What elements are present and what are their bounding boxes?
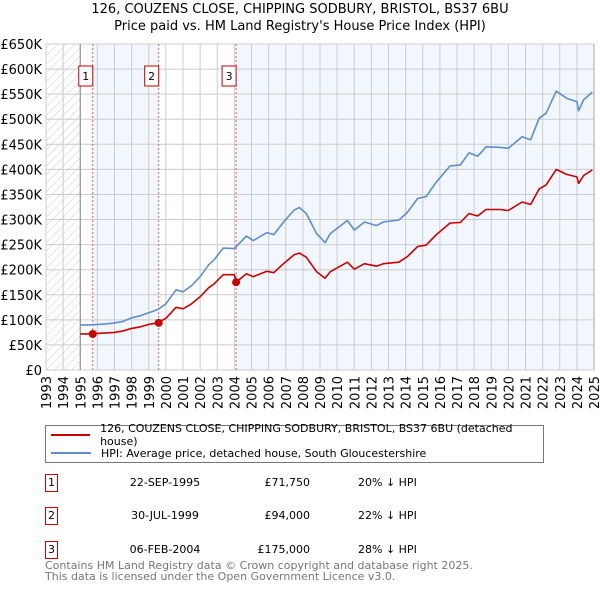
x-tick-label: 2008	[297, 376, 312, 409]
x-tick-label: 2023	[554, 376, 569, 409]
sale-date: 30-JUL-1999	[131, 509, 199, 522]
sale-price: £94,000	[264, 509, 311, 522]
sale-label-number: 1	[82, 70, 89, 83]
sale-row: 3 06-FEB-2004 £175,000 28% ↓ HPI	[45, 541, 445, 559]
footer-line-1: Contains HM Land Registry data © Crown c…	[45, 559, 473, 572]
y-tick-label: £450K	[0, 138, 42, 153]
x-tick-label: 1998	[126, 376, 141, 409]
legend-item-hpi: HPI: Average price, detached house, Sout…	[46, 444, 426, 462]
x-tick-label: 2001	[177, 376, 192, 409]
x-tick-label: 2000	[160, 376, 175, 409]
price-chart: £0 £50K £100K £150K £200K £250K £300K £350K £400…	[0, 38, 600, 409]
x-tick-label: 2004	[228, 376, 243, 409]
y-tick-label: £600K	[0, 63, 42, 78]
y-tick-label: £200K	[0, 264, 42, 279]
y-tick-label: £400K	[0, 163, 42, 178]
x-tick-label: 2019	[485, 376, 500, 409]
x-tick-label: 2003	[211, 376, 226, 409]
footer-attribution: Contains HM Land Registry data © Crown c…	[45, 560, 473, 582]
x-tick-label: 2013	[383, 376, 398, 409]
sale-label-number: 2	[148, 70, 155, 83]
y-tick-label: £550K	[0, 88, 42, 103]
x-tick-label: 2005	[246, 376, 261, 409]
chart-title: 126, COUZENS CLOSE, CHIPPING SODBURY, BR…	[91, 2, 509, 17]
x-tick-label: 2022	[537, 376, 552, 409]
x-tick-label: 2010	[331, 376, 346, 409]
x-tick-label: 2016	[434, 376, 449, 409]
sale-label-box	[78, 65, 94, 87]
x-tick-label: 1996	[91, 376, 106, 409]
legend-label-property: 126, COUZENS CLOSE, CHIPPING SODBURY, BR…	[100, 422, 513, 448]
y-tick-label: £150K	[0, 289, 42, 304]
shaded-period	[236, 44, 594, 370]
x-tick-label: 2015	[417, 376, 432, 409]
legend-swatch-hpi	[51, 452, 91, 454]
x-tick-label: 2002	[194, 376, 209, 409]
sale-row: 1 22-SEP-1995 £71,750 20% ↓ HPI	[45, 474, 445, 492]
shaded-period	[92, 44, 159, 370]
x-tick-label: 1995	[74, 376, 89, 409]
sale-point	[232, 278, 241, 287]
x-tick-label: 1994	[57, 376, 72, 409]
x-tick-label: 2017	[451, 376, 466, 409]
sale-label-number: 3	[226, 70, 233, 83]
legend-swatch-property	[51, 434, 91, 436]
x-tick-label: 1999	[143, 376, 158, 409]
x-tick-label: 2009	[314, 376, 329, 409]
footer-line-2: This data is licensed under the Open Gov…	[45, 570, 396, 583]
x-tick-label: 1997	[109, 376, 124, 409]
sale-price: £71,750	[264, 476, 311, 489]
chart-subtitle: Price paid vs. HM Land Registry's House …	[114, 19, 486, 34]
x-tick-label: 2020	[502, 376, 517, 409]
y-tick-label: £350K	[0, 188, 42, 203]
x-tick-label: 2021	[520, 376, 535, 409]
sale-number-badge: 3	[45, 541, 58, 559]
y-tick-label: £500K	[0, 113, 42, 128]
y-tick-label: £300K	[0, 214, 42, 229]
y-tick-label: £650K	[0, 38, 42, 53]
x-tick-label: 2006	[263, 376, 278, 409]
legend: 126, COUZENS CLOSE, CHIPPING SODBURY, BR…	[45, 422, 544, 463]
y-tick-label: £250K	[0, 239, 42, 254]
x-tick-label: 2011	[348, 376, 363, 409]
sale-point	[88, 330, 97, 339]
sale-hpi-diff: 22% ↓ HPI	[358, 509, 417, 522]
x-tick-label: 2012	[365, 376, 380, 409]
y-tick-label: £0	[25, 364, 42, 379]
x-tick-label: 2024	[571, 376, 586, 409]
sale-label-box	[144, 65, 160, 87]
hpi-line	[80, 90, 593, 326]
x-tick-label: 2014	[400, 376, 415, 409]
x-tick-label: 2018	[468, 376, 483, 409]
sale-price: £175,000	[257, 543, 311, 556]
x-tick-label: 1993	[40, 376, 55, 409]
sale-number-badge: 1	[45, 474, 58, 492]
sale-hpi-diff: 20% ↓ HPI	[358, 476, 417, 489]
x-tick-label: 2025	[588, 376, 600, 409]
sale-row: 2 30-JUL-1999 £94,000 22% ↓ HPI	[45, 507, 445, 525]
sale-label-box	[221, 65, 237, 87]
sale-point	[154, 318, 163, 327]
sale-hpi-diff: 28% ↓ HPI	[358, 543, 417, 556]
legend-label-hpi: HPI: Average price, detached house, Sout…	[101, 446, 427, 460]
sale-date: 06-FEB-2004	[129, 543, 201, 556]
y-tick-label: £100K	[0, 314, 42, 329]
sale-number-badge: 2	[45, 507, 58, 525]
legend-item-property: 126, COUZENS CLOSE, CHIPPING SODBURY, BR…	[46, 422, 543, 448]
sale-date: 22-SEP-1995	[129, 476, 201, 489]
x-tick-label: 2007	[280, 376, 295, 409]
y-tick-label: £50K	[9, 339, 43, 354]
